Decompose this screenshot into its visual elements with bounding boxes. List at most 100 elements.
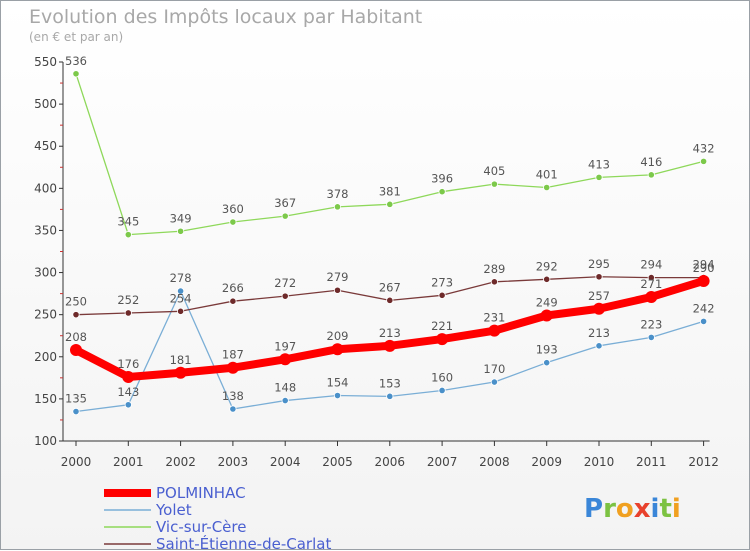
proxiti-logo: Proxiti <box>584 494 681 524</box>
legend-item: POLMINHAC <box>104 484 246 502</box>
series-vic-sur-cere: 536 345 349 360 367 378 381 396 405 401 413 416 432 <box>65 54 715 239</box>
data-point <box>699 317 708 326</box>
legend-label: POLMINHAC <box>156 484 246 502</box>
data-label: 209 <box>327 329 349 343</box>
data-label: 176 <box>117 357 139 371</box>
x-tick-label: 2006 <box>375 455 406 469</box>
data-point <box>488 324 501 337</box>
data-label: 143 <box>117 385 139 399</box>
data-point <box>386 392 394 400</box>
data-point <box>333 203 342 211</box>
data-label: 148 <box>274 381 296 395</box>
x-tick-label: 2010 <box>584 455 615 469</box>
data-label: 138 <box>222 389 244 403</box>
data-point <box>122 370 135 383</box>
data-point <box>543 359 551 367</box>
legend-item: Saint-Étienne-de-Carlat <box>104 534 331 551</box>
data-point <box>281 292 289 300</box>
logo-text: Proxiti <box>584 494 681 524</box>
data-label: 254 <box>170 291 192 305</box>
data-point <box>490 378 498 386</box>
data-label: 294 <box>693 258 715 272</box>
x-tick-label: 2007 <box>427 455 458 469</box>
data-label: 249 <box>536 296 558 310</box>
y-tick-label: 150 <box>34 392 57 406</box>
legend-label: Saint-Étienne-de-Carlat <box>156 534 331 551</box>
series-yolet: 135 143 278 138 148 154 153 160 170 193 213 223 242 <box>65 271 715 416</box>
legend-label: Yolet <box>155 501 192 519</box>
data-label: 413 <box>588 157 610 171</box>
data-point <box>436 333 449 346</box>
data-label: 181 <box>170 353 192 367</box>
x-tick-label: 2003 <box>218 455 249 469</box>
data-label: 345 <box>117 215 139 229</box>
data-label: 295 <box>588 257 610 271</box>
data-point <box>177 287 185 295</box>
data-point <box>647 171 655 179</box>
data-label: 279 <box>327 270 349 284</box>
data-label: 153 <box>379 376 401 390</box>
data-point <box>543 275 551 283</box>
data-point <box>177 307 185 315</box>
data-point <box>386 296 394 304</box>
data-label: 367 <box>274 196 296 210</box>
series-layer: 536 345 349 360 367 378 381 396 405 401 413 416 432 1… <box>65 54 715 416</box>
data-point <box>331 343 344 356</box>
data-label: 432 <box>693 141 715 155</box>
y-tick-label: 400 <box>34 181 57 195</box>
data-label: 223 <box>640 317 662 331</box>
data-label: 154 <box>327 376 349 390</box>
data-point <box>383 339 396 352</box>
data-label: 273 <box>431 275 453 289</box>
data-label: 289 <box>483 262 505 276</box>
x-tick-label: 2002 <box>165 455 196 469</box>
data-label: 405 <box>483 164 505 178</box>
data-point <box>438 291 446 299</box>
data-label: 242 <box>693 301 715 315</box>
data-label: 292 <box>536 259 558 273</box>
data-label: 250 <box>65 295 87 309</box>
x-tick-label: 2004 <box>270 455 301 469</box>
data-point <box>645 290 658 303</box>
data-label: 381 <box>379 184 401 198</box>
data-label: 349 <box>170 211 192 225</box>
data-label: 193 <box>536 343 558 357</box>
y-tick-label: 350 <box>34 223 57 237</box>
y-tick-label: 450 <box>34 139 57 153</box>
data-point <box>697 274 710 287</box>
data-point <box>177 227 185 235</box>
data-point <box>124 401 132 409</box>
axes: 100 150 200 250 300 350 400 450 500 550 2000 2001 20… <box>34 55 719 469</box>
legend-item: Yolet <box>104 501 192 519</box>
data-label: 378 <box>327 187 349 201</box>
data-point <box>595 173 603 181</box>
y-tick-label: 500 <box>34 97 57 111</box>
data-label: 197 <box>274 339 296 353</box>
data-point <box>72 311 80 319</box>
data-label: 213 <box>588 326 610 340</box>
chart-subtitle: (en € et par an) <box>29 30 123 44</box>
data-point <box>229 405 237 413</box>
data-point <box>70 344 82 357</box>
data-label: 294 <box>640 258 662 272</box>
data-label: 160 <box>431 370 453 384</box>
data-label: 272 <box>274 276 296 290</box>
data-label: 231 <box>483 311 505 325</box>
data-point <box>490 180 498 188</box>
data-point <box>490 278 498 286</box>
data-point <box>647 333 655 342</box>
data-point <box>593 302 605 315</box>
x-tick-label: 2001 <box>113 455 144 469</box>
x-tick-label: 2005 <box>322 455 353 469</box>
data-point <box>279 353 292 366</box>
legend-label: Vic-sur-Cère <box>156 518 246 536</box>
data-label: 213 <box>379 326 401 340</box>
y-tick-label: 200 <box>34 350 57 364</box>
data-point <box>540 309 553 322</box>
data-label: 221 <box>431 319 453 333</box>
data-point <box>229 218 237 226</box>
data-point <box>174 366 187 379</box>
data-point <box>229 297 237 305</box>
y-tick-label: 100 <box>34 434 57 448</box>
data-label: 208 <box>65 330 87 344</box>
